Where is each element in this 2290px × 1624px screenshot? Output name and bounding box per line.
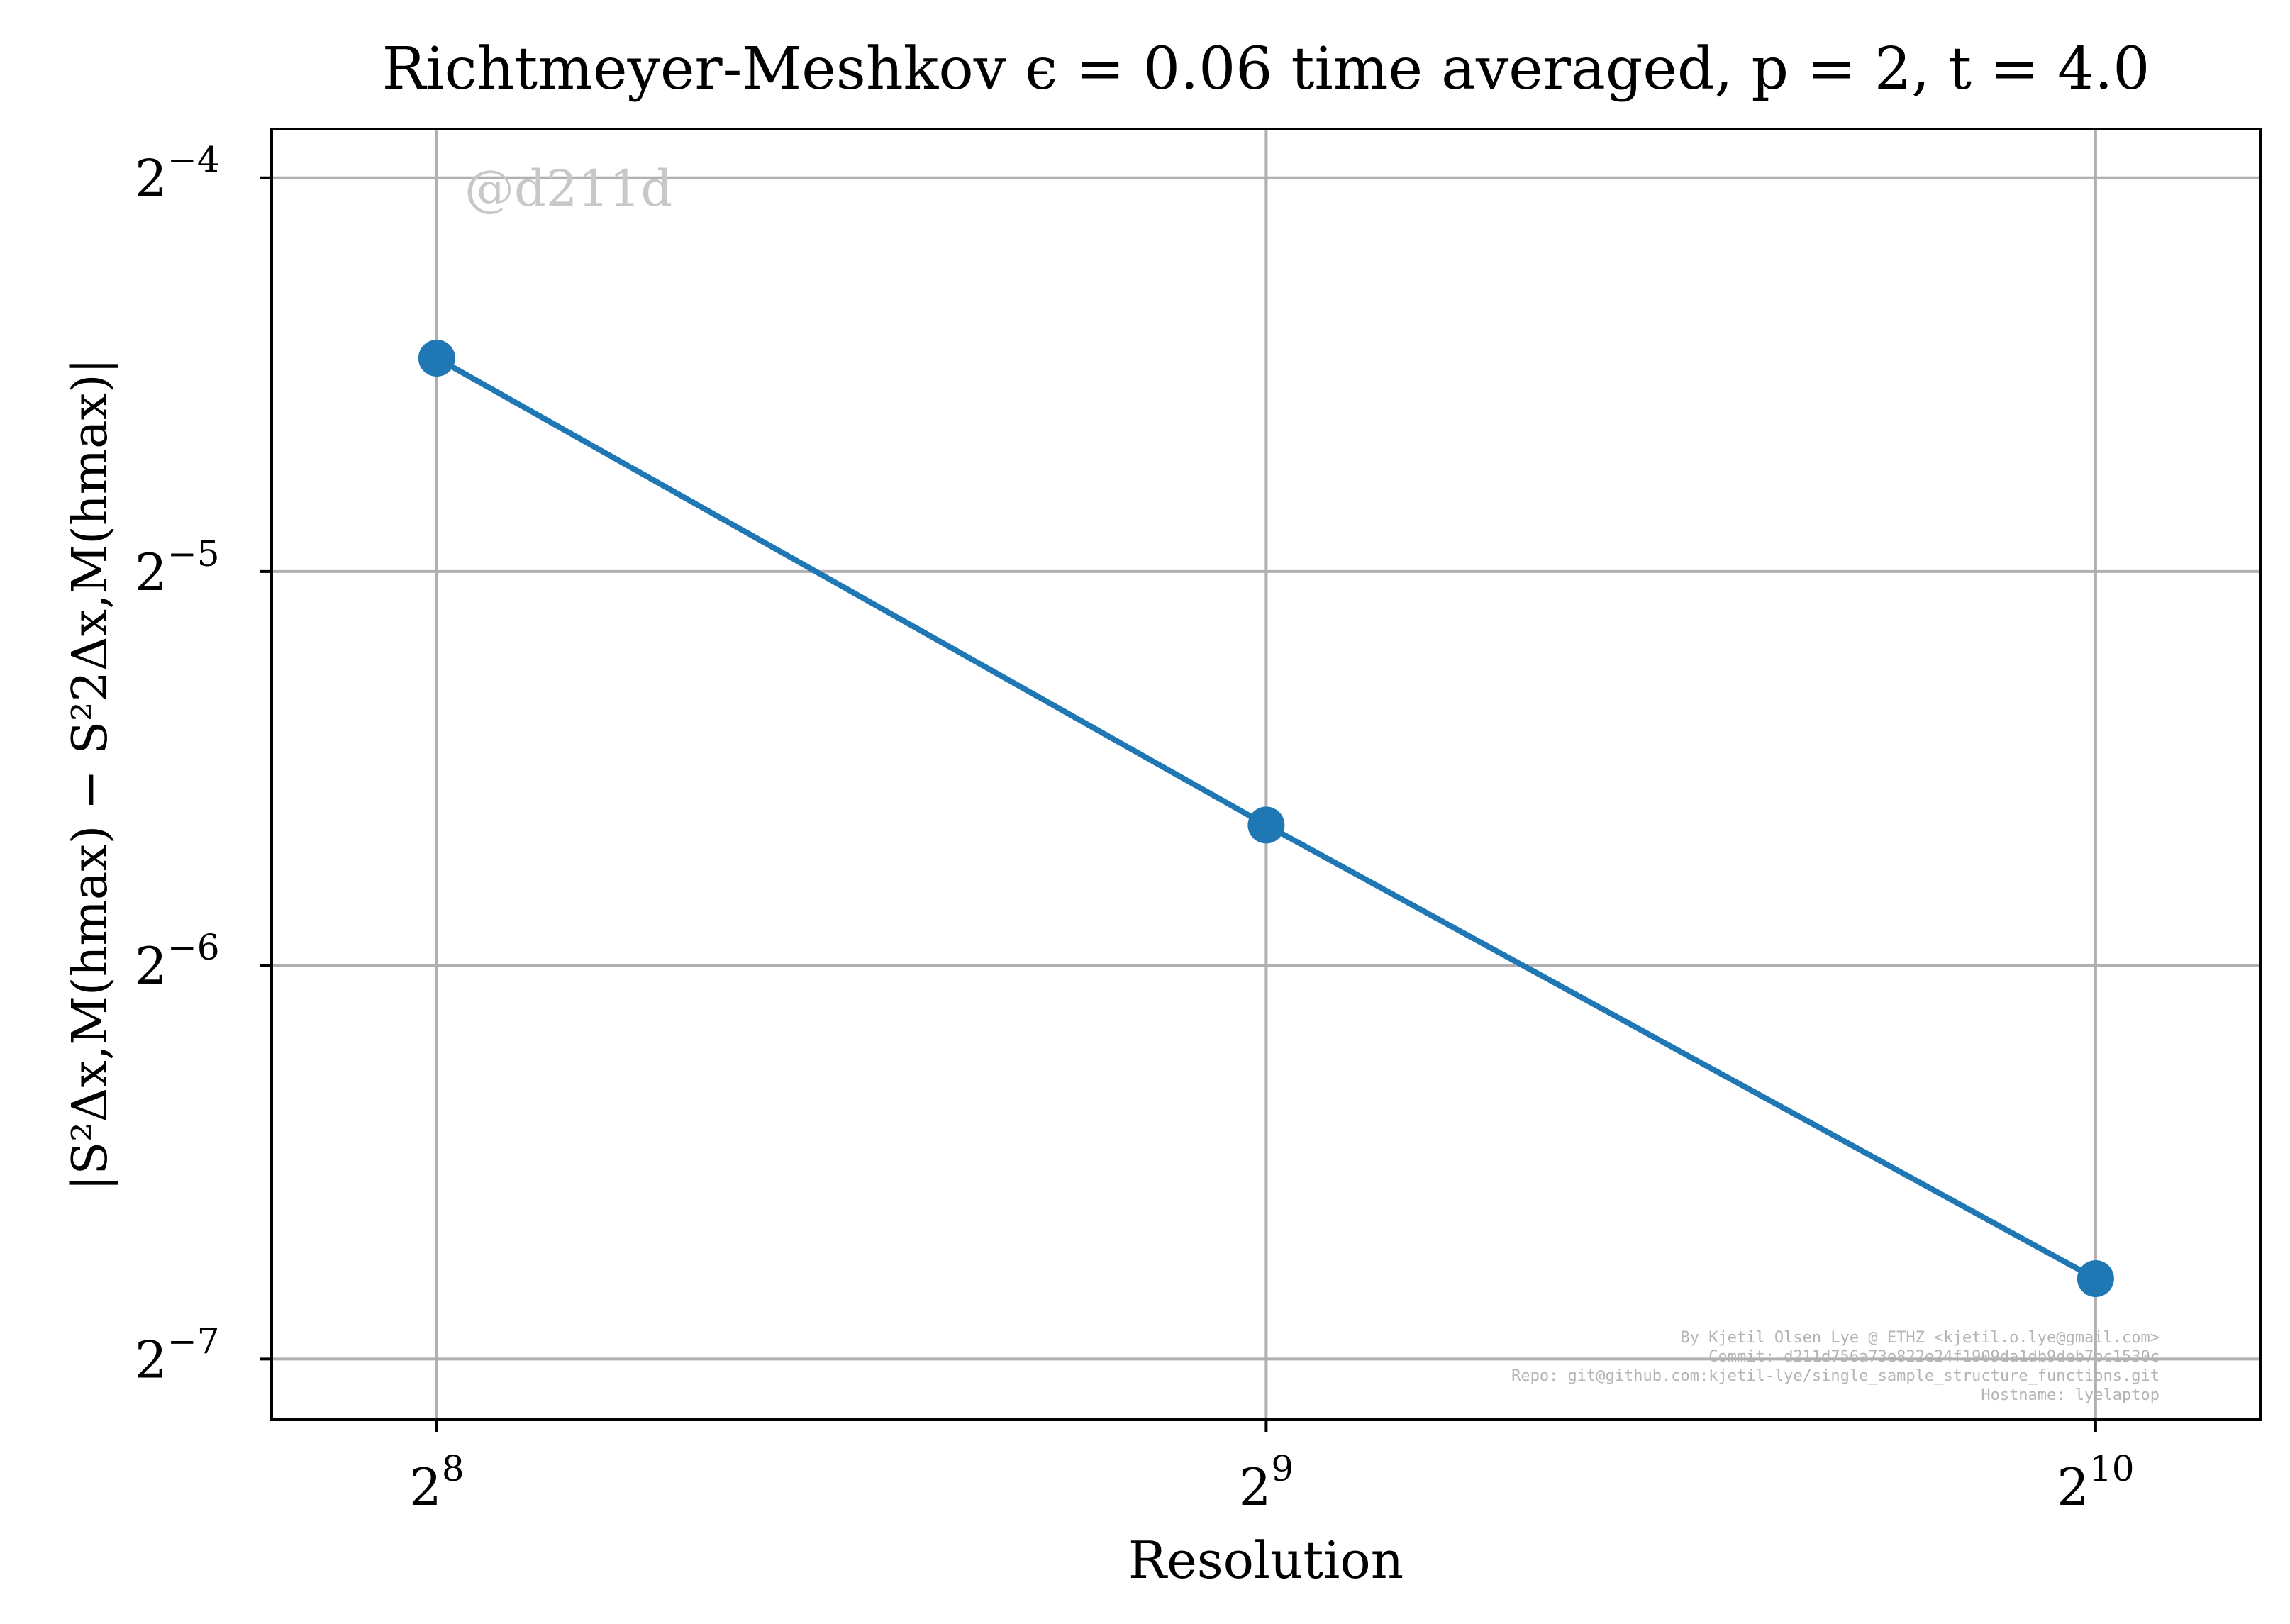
- x-tick-label: 29: [1239, 1448, 1294, 1517]
- y-tick-label-base: 2: [135, 543, 167, 602]
- credit-line-author: By Kjetil Olsen Lye @ ETHZ <kjetil.o.lye…: [1680, 1329, 2160, 1347]
- data-point: [1247, 806, 1285, 844]
- y-tick-label: 2−4: [135, 140, 220, 208]
- x-tick-label-base: 2: [1239, 1457, 1272, 1517]
- x-tick-label: 28: [409, 1448, 465, 1517]
- credit-line-commit: Commit: d211d756a73e822e24f1909da1db9deb…: [1708, 1348, 2160, 1366]
- x-tick-label-exponent: 9: [1271, 1448, 1294, 1489]
- data-point: [418, 340, 455, 377]
- y-tick-label: 2−6: [135, 927, 220, 996]
- y-tick-label: 2−5: [135, 533, 220, 602]
- x-axis-label: Resolution: [1128, 1530, 1404, 1590]
- x-tick-label-base: 2: [2057, 1457, 2089, 1517]
- y-tick-label-base: 2: [135, 936, 167, 996]
- y-tick-label-exponent: −7: [167, 1320, 220, 1362]
- chart-title: Richtmeyer-Meshkov ϵ = 0.06 time average…: [382, 35, 2150, 103]
- y-tick-label-base: 2: [135, 149, 167, 208]
- watermark-text: @d211d: [465, 160, 672, 218]
- y-tick-label-exponent: −6: [167, 927, 220, 968]
- x-tick-label-exponent: 8: [442, 1448, 465, 1489]
- y-tick-label-exponent: −4: [167, 140, 220, 181]
- data-series: [418, 340, 2114, 1297]
- x-tick-label-base: 2: [409, 1457, 442, 1517]
- y-tick-label: 2−7: [135, 1320, 220, 1389]
- credit-line-repo: Repo: git@github.com:kjetil-lye/single_s…: [1511, 1367, 2160, 1385]
- x-tick-label-exponent: 10: [2089, 1448, 2135, 1489]
- credits-block: By Kjetil Olsen Lye @ ETHZ <kjetil.o.lye…: [1511, 1329, 2160, 1404]
- y-tick-label-exponent: −5: [167, 533, 220, 574]
- data-point: [2077, 1259, 2114, 1297]
- x-tick-label: 210: [2057, 1448, 2134, 1517]
- credit-line-host: Hostname: lyelaptop: [1981, 1386, 2160, 1404]
- y-axis-label: |S²Δx,M(hmax) − S²2Δx,M(hmax)|: [62, 358, 118, 1191]
- y-tick-label-base: 2: [135, 1330, 167, 1389]
